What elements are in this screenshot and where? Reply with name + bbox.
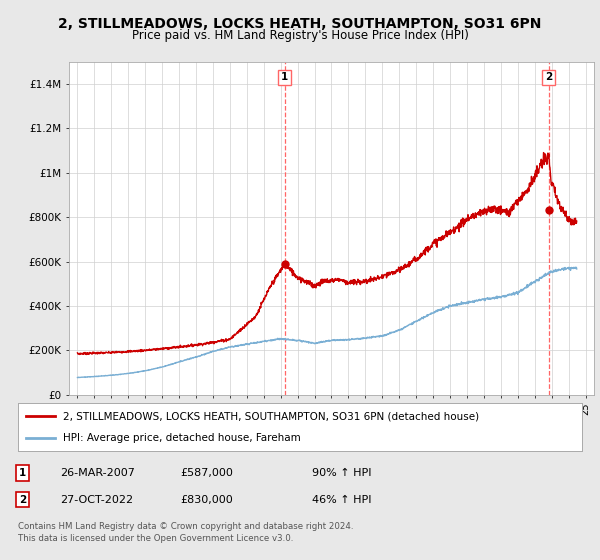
Text: 26-MAR-2007: 26-MAR-2007	[60, 468, 135, 478]
Text: 1: 1	[19, 468, 26, 478]
Text: 2: 2	[545, 72, 552, 82]
Text: HPI: Average price, detached house, Fareham: HPI: Average price, detached house, Fare…	[63, 433, 301, 443]
Text: 2, STILLMEADOWS, LOCKS HEATH, SOUTHAMPTON, SO31 6PN: 2, STILLMEADOWS, LOCKS HEATH, SOUTHAMPTO…	[58, 17, 542, 31]
Text: 2, STILLMEADOWS, LOCKS HEATH, SOUTHAMPTON, SO31 6PN (detached house): 2, STILLMEADOWS, LOCKS HEATH, SOUTHAMPTO…	[63, 411, 479, 421]
Text: Price paid vs. HM Land Registry's House Price Index (HPI): Price paid vs. HM Land Registry's House …	[131, 29, 469, 42]
Text: Contains HM Land Registry data © Crown copyright and database right 2024.
This d: Contains HM Land Registry data © Crown c…	[18, 522, 353, 543]
Text: 27-OCT-2022: 27-OCT-2022	[60, 494, 133, 505]
Text: £830,000: £830,000	[180, 494, 233, 505]
Text: 2: 2	[19, 494, 26, 505]
Text: 46% ↑ HPI: 46% ↑ HPI	[312, 494, 371, 505]
Text: 90% ↑ HPI: 90% ↑ HPI	[312, 468, 371, 478]
Text: 1: 1	[281, 72, 288, 82]
Text: £587,000: £587,000	[180, 468, 233, 478]
